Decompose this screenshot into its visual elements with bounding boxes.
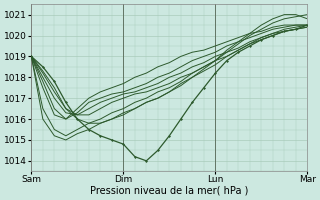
X-axis label: Pression niveau de la mer( hPa ): Pression niveau de la mer( hPa ) [90,186,249,196]
